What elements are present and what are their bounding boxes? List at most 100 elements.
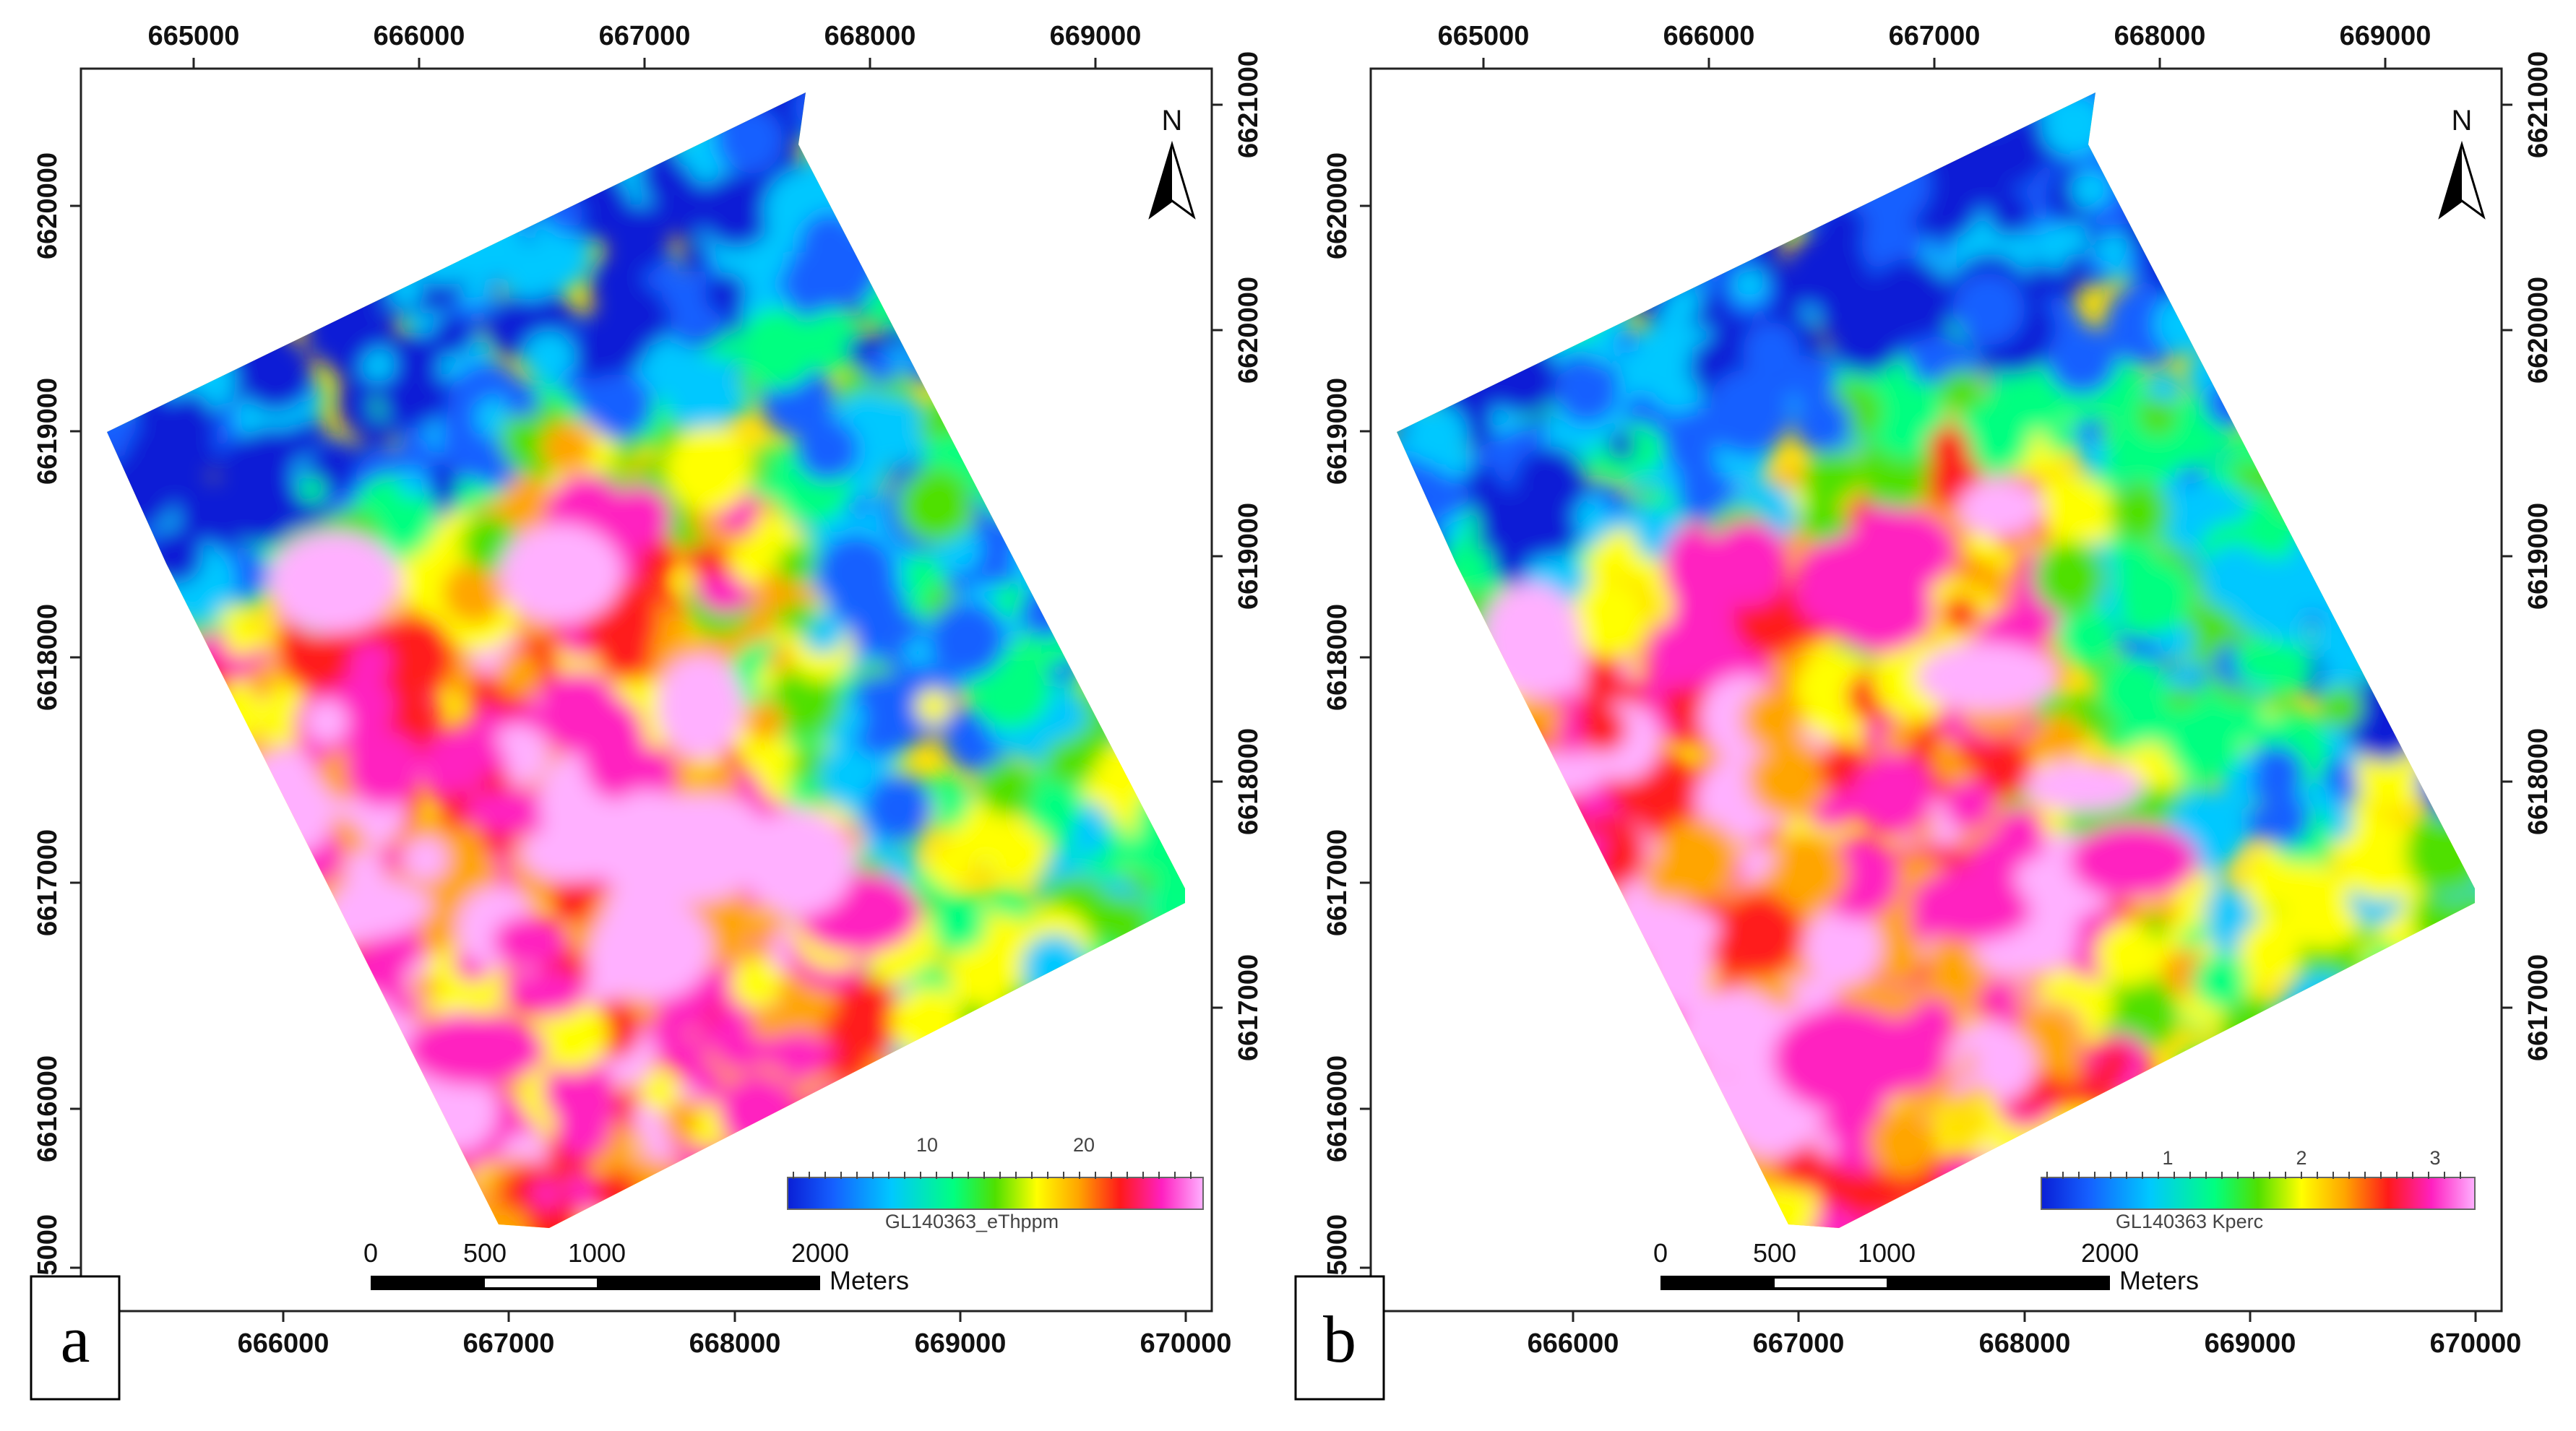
raster-cell xyxy=(949,1048,1030,1129)
raster-cell xyxy=(1449,1004,1513,1068)
raster-cell xyxy=(2044,480,2116,552)
raster-cell xyxy=(1397,316,1443,371)
raster-cell xyxy=(1397,613,1467,691)
raster-cell xyxy=(968,186,1028,246)
raster-cell xyxy=(910,290,988,368)
coordinate-label: 6620000 xyxy=(2523,277,2554,384)
coordinate-label: 6617000 xyxy=(33,829,63,936)
raster-cell xyxy=(162,294,204,336)
raster-cell xyxy=(2378,169,2414,205)
raster-cell xyxy=(1911,92,1943,122)
raster-cell xyxy=(2257,792,2310,846)
raster-cell xyxy=(2405,238,2469,301)
raster-cell xyxy=(1581,920,1630,969)
raster-cell xyxy=(1042,496,1098,552)
raster-cell xyxy=(1099,358,1134,392)
raster-cell xyxy=(2327,578,2362,613)
raster-cell xyxy=(385,136,427,178)
coordinate-label: 669000 xyxy=(2340,21,2431,51)
raster-cell xyxy=(1484,791,1538,844)
raster-cell xyxy=(1020,165,1064,209)
raster-cell xyxy=(2282,1063,2309,1090)
raster-cell xyxy=(116,92,202,129)
raster-cell xyxy=(1076,1216,1103,1228)
raster-cell xyxy=(107,219,136,259)
raster-cell xyxy=(1954,1162,2010,1218)
raster-cell xyxy=(1397,723,1428,758)
raster-cell xyxy=(1429,1034,1468,1073)
raster-cell xyxy=(107,639,142,689)
raster-cell xyxy=(216,809,293,886)
raster-cell xyxy=(132,1137,162,1167)
raster-cell xyxy=(578,303,650,375)
raster-cell xyxy=(107,683,152,747)
raster-cell xyxy=(356,135,394,173)
raster-cell xyxy=(1030,1050,1098,1117)
raster-cell xyxy=(132,92,213,121)
raster-cell xyxy=(1184,727,1185,757)
raster-cell xyxy=(2295,447,2330,482)
raster-cell xyxy=(2369,431,2403,464)
raster-cell xyxy=(170,110,241,181)
raster-cell xyxy=(194,948,270,1024)
raster-cell xyxy=(2463,397,2475,429)
raster-cell xyxy=(1413,92,1489,155)
raster-cell xyxy=(1799,498,1843,542)
raster-cell xyxy=(107,237,147,279)
raster-hotspot xyxy=(506,970,587,1016)
raster-cell xyxy=(107,125,125,193)
raster-cell xyxy=(835,1089,882,1136)
raster-cell xyxy=(1420,1188,1456,1224)
raster-cell xyxy=(1434,740,1512,818)
panel-letter-box xyxy=(30,1275,121,1401)
raster-cell xyxy=(940,92,983,136)
raster-cell xyxy=(1512,899,1581,969)
raster-cell xyxy=(1057,147,1115,205)
raster-cell xyxy=(1035,1102,1077,1144)
coordinate-label: 669000 xyxy=(1050,21,1142,51)
legend-tick-label: 20 xyxy=(1073,1134,1095,1156)
raster-cell xyxy=(1764,134,1827,198)
raster-cell xyxy=(2344,371,2429,456)
raster-cell xyxy=(1412,988,1473,1049)
raster-cell xyxy=(191,777,269,855)
raster-cell xyxy=(1409,1026,1489,1105)
raster-cell xyxy=(1791,162,1820,191)
raster-hotspot xyxy=(316,991,402,1073)
raster-cell xyxy=(1563,985,1595,1016)
raster-cell xyxy=(2335,990,2387,1042)
raster-cell xyxy=(403,836,448,881)
raster-cell xyxy=(2203,242,2287,326)
raster-cell xyxy=(1397,1087,1400,1115)
raster-cell xyxy=(1397,365,1414,411)
raster-cell xyxy=(463,119,507,163)
raster-cell xyxy=(1680,95,1729,144)
raster-cell xyxy=(108,1130,143,1164)
raster-cell xyxy=(1470,114,1553,196)
raster-cell xyxy=(1511,269,1573,331)
raster-cell xyxy=(2364,940,2434,1011)
raster-cell xyxy=(107,722,156,776)
raster-cell xyxy=(1397,151,1444,232)
raster-cell xyxy=(1093,284,1162,353)
raster-cell xyxy=(439,92,474,106)
raster-cell xyxy=(2320,1033,2364,1076)
raster-cell xyxy=(121,785,171,834)
raster-cell xyxy=(107,1198,127,1228)
raster-cell xyxy=(192,92,240,118)
raster-cell xyxy=(1446,260,1478,292)
raster-cell xyxy=(2314,451,2383,521)
raster-cell xyxy=(846,1073,901,1128)
raster-cell xyxy=(982,445,1061,524)
raster-cell xyxy=(1571,579,1649,657)
raster-cell xyxy=(1397,1026,1469,1102)
scale-label: 0 xyxy=(1653,1238,1668,1268)
raster-cell xyxy=(1872,95,1901,124)
raster-cell xyxy=(728,92,786,114)
raster-cell xyxy=(160,92,224,115)
raster-cell xyxy=(2209,92,2284,135)
raster-cell xyxy=(322,1038,390,1106)
raster-cell xyxy=(1579,276,1611,308)
scale-label: 2000 xyxy=(791,1238,849,1268)
raster-cell xyxy=(2138,397,2177,436)
